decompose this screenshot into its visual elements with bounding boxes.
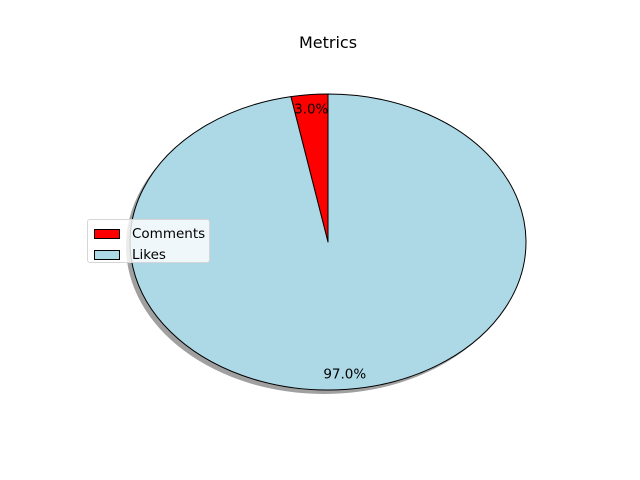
legend-label-likes: Likes xyxy=(132,246,166,263)
legend-swatch-comments xyxy=(94,228,120,239)
pie-label-comments: 3.0% xyxy=(294,101,328,117)
chart-title: Metrics xyxy=(298,33,358,52)
pie-label-likes: 97.0% xyxy=(323,367,366,383)
pie-group: 3.0% 97.0% xyxy=(126,93,527,394)
legend-entry-comments: Comments xyxy=(94,223,209,244)
legend-swatch-likes xyxy=(94,249,120,260)
chart-legend: Comments Likes xyxy=(87,219,210,263)
pie-slice-likes xyxy=(129,93,527,391)
legend-label-comments: Comments xyxy=(132,225,206,242)
legend-entry-likes: Likes xyxy=(94,244,209,265)
